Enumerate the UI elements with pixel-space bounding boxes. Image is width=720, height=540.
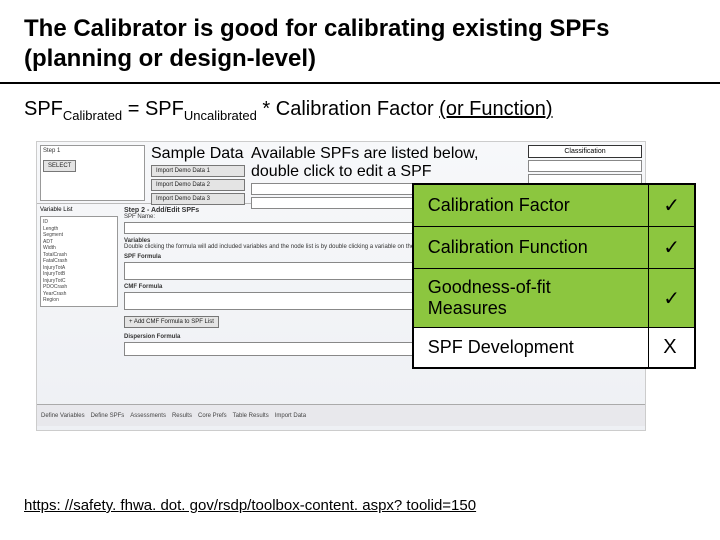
classification-badge: Classification [528, 145, 642, 158]
tool-tab: Core Prefs [198, 413, 227, 419]
formula-orfn: (or Function) [439, 98, 552, 120]
footer-link[interactable]: https: //safety. fhwa. dot. gov/rsdp/too… [24, 497, 476, 514]
tool-tabs: Define Variables Define SPFs Assessments… [37, 404, 645, 426]
table-row: SPF Development X [413, 328, 695, 369]
feature-label: SPF Development [413, 328, 649, 369]
tool-tab: Table Results [233, 413, 269, 419]
tool-step1-button: SELECT [43, 160, 76, 172]
formula-mult: * Calibration Factor [257, 98, 439, 120]
table-row: Calibration Function ✓ [413, 227, 695, 269]
feature-table: Calibration Factor ✓ Calibration Functio… [412, 183, 696, 369]
formula-sub-cal: Calibrated [63, 108, 122, 123]
formula-eq: = [122, 98, 145, 120]
varlist-title: Variable List [37, 204, 121, 213]
formula-sub-uncal: Uncalibrated [184, 108, 257, 123]
spf-formula: SPFCalibrated = SPFUncalibrated * Calibr… [0, 98, 720, 141]
add-cmf-button: + Add CMF Formula to SPF List [124, 316, 219, 328]
content-area: Step 1 SELECT Sample Data Import Demo Da… [24, 141, 696, 441]
tool-tab: Import Data [275, 413, 306, 419]
tool-avail-title: Available SPFs are listed below, double … [251, 145, 522, 181]
tool-tab: Define SPFs [91, 413, 125, 419]
feature-mark: ✓ [649, 227, 695, 269]
tool-sample-col: Sample Data Import Demo Data 1 Import De… [148, 142, 248, 203]
tool-tab: Results [172, 413, 192, 419]
tool-step1-box: Step 1 SELECT [40, 145, 145, 201]
var-item: Region [43, 297, 115, 304]
feature-mark: ✓ [649, 269, 695, 328]
tool-step1-label: Step 1 [43, 148, 142, 154]
feature-mark: X [649, 328, 695, 369]
feature-label: Calibration Factor [413, 184, 649, 227]
feature-label: Goodness-of-fit Measures [413, 269, 649, 328]
feature-label: Calibration Function [413, 227, 649, 269]
tool-tab: Define Variables [41, 413, 85, 419]
formula-spf2: SPF [145, 98, 184, 120]
tool-tab: Assessments [130, 413, 166, 419]
tool-sample-btn-0: Import Demo Data 1 [151, 165, 245, 177]
tool-sample-btn-1: Import Demo Data 2 [151, 179, 245, 191]
table-row: Calibration Factor ✓ [413, 184, 695, 227]
title-divider [0, 82, 720, 84]
variable-list: ID Length Segment ADT Width TotalCrash F… [40, 216, 118, 307]
table-row: Goodness-of-fit Measures ✓ [413, 269, 695, 328]
formula-spf1: SPF [24, 98, 63, 120]
tool-sample-title: Sample Data [151, 145, 245, 163]
feature-mark: ✓ [649, 184, 695, 227]
tool-varlist-wrap: Variable List ID Length Segment ADT Widt… [37, 204, 121, 404]
tool-class-input-0 [528, 160, 642, 172]
page-title: The Calibrator is good for calibrating e… [0, 0, 720, 76]
